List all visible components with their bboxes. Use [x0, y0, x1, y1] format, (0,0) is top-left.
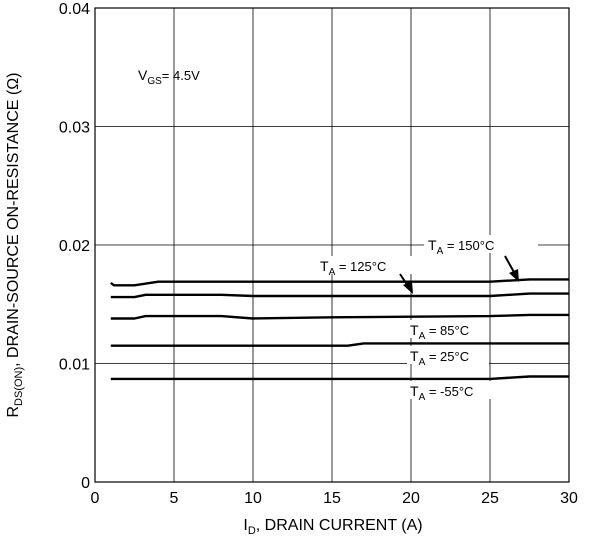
annotation-150: TA = 150°C: [428, 237, 494, 257]
series-line-0: [110, 278, 569, 287]
y-tick-label-1: 0.01: [59, 357, 90, 374]
y-tick-labels: 0 0.01 0.02 0.03 0.04: [59, 1, 90, 492]
x-tick-labels: 0 5 10 15 20 25 30: [91, 490, 578, 507]
annotation-150-bg: [424, 235, 538, 253]
annotation-25-bg: [407, 346, 489, 364]
x-tick-label-4: 20: [402, 490, 420, 507]
series-line-4: [110, 375, 569, 381]
annotation-125-bg: [318, 256, 418, 274]
arrow-150-head: [509, 269, 519, 282]
x-tick-label-1: 5: [170, 490, 179, 507]
x-tick-label-2: 10: [244, 490, 262, 507]
annotation-125: TA = 125°C: [320, 258, 386, 278]
series-lines: [110, 278, 569, 381]
x-tick-label-6: 30: [560, 490, 578, 507]
x-tick-label-5: 25: [481, 490, 499, 507]
arrow-125-head: [403, 281, 413, 294]
annotation-85: TA = 85°C: [410, 322, 469, 342]
y-tick-label-0: 0: [81, 475, 90, 492]
series-line-1: [110, 292, 569, 299]
annotation-85-bg: [407, 320, 489, 338]
x-tick-label-0: 0: [91, 490, 100, 507]
y-tick-label-4: 0.04: [59, 1, 90, 18]
y-tick-label-2: 0.02: [59, 238, 90, 255]
annotation-25: TA = 25°C: [410, 348, 469, 368]
annotation-vgs: VGS= 4.5V: [138, 67, 200, 87]
x-tick-label-3: 15: [323, 490, 341, 507]
annotation-m55: TA = -55°C: [410, 383, 473, 403]
series-line-2: [110, 313, 569, 320]
series-line-3: [110, 342, 569, 347]
x-axis-title: ID, DRAIN CURRENT (A): [243, 517, 422, 537]
annotation-m55-bg: [407, 381, 495, 399]
y-axis-title: RDS(ON), DRAIN-SOURCE ON-RESISTANCE (Ω): [5, 72, 25, 417]
y-tick-label-3: 0.03: [59, 120, 90, 137]
arrow-150-line: [504, 255, 516, 275]
plot-frame: [94, 7, 570, 483]
